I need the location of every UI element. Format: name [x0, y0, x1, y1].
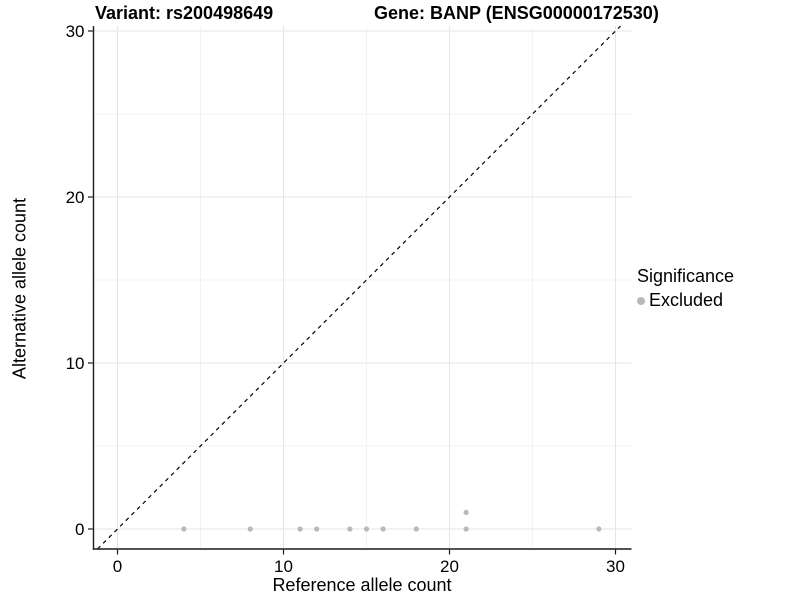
- data-point: [413, 526, 419, 532]
- data-point: [463, 526, 469, 532]
- data-point: [297, 526, 303, 532]
- x-tick-label: 0: [113, 557, 122, 576]
- legend-title: Significance: [637, 266, 735, 286]
- plot-title-gene: Gene: BANP (ENSG00000172530): [374, 3, 659, 23]
- data-point: [380, 526, 386, 532]
- y-tick-label: 30: [66, 22, 85, 41]
- data-point: [463, 509, 469, 515]
- identity-dashed-line: [97, 25, 621, 550]
- y-tick-label: 10: [66, 354, 85, 373]
- y-axis-title: Alternative allele count: [9, 197, 30, 380]
- y-tick-label: 0: [75, 520, 84, 539]
- x-tick-label: 30: [606, 557, 625, 576]
- legend: Significance Excluded: [637, 266, 734, 311]
- data-point: [363, 526, 370, 532]
- data-point: [347, 526, 353, 532]
- x-tick-label: 20: [440, 557, 459, 576]
- x-tick-label: 10: [274, 557, 293, 576]
- legend-entry-label: Excluded: [649, 290, 724, 310]
- data-point: [247, 526, 253, 532]
- data-point: [596, 526, 602, 532]
- x-axis-title: Reference allele count: [272, 575, 452, 595]
- data-point: [181, 526, 187, 532]
- data-point: [314, 526, 320, 532]
- y-tick-label: 20: [66, 188, 85, 207]
- legend-point-icon: [637, 296, 645, 305]
- legend-entry-excluded: Excluded: [637, 290, 734, 311]
- plot-title-variant: Variant: rs200498649: [95, 3, 274, 23]
